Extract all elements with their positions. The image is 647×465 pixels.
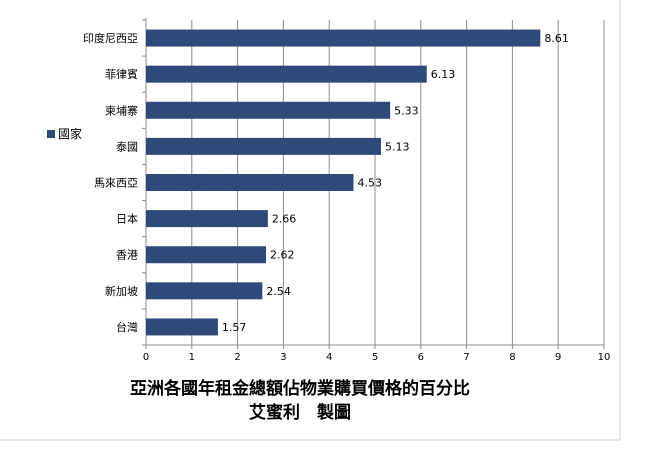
value-label: 5.13 — [385, 140, 410, 153]
legend-swatch — [47, 129, 55, 138]
x-tick-label: 6 — [418, 352, 424, 363]
x-tick-label: 5 — [372, 352, 378, 363]
value-label: 2.66 — [272, 213, 297, 226]
value-label: 4.53 — [357, 177, 382, 190]
legend-label: 國家 — [58, 127, 83, 141]
bar — [146, 29, 541, 47]
x-tick-label: 3 — [280, 352, 286, 363]
bar — [146, 65, 427, 83]
category-label: 台灣 — [116, 320, 138, 334]
category-label: 香港 — [116, 249, 138, 262]
category-label: 柬埔寨 — [105, 103, 138, 117]
x-tick-label: 9 — [555, 352, 561, 363]
legend: 國家 — [47, 125, 82, 142]
bars — [146, 29, 541, 336]
bar — [146, 101, 391, 119]
bar — [146, 318, 218, 336]
bar — [146, 137, 381, 155]
category-label: 菲律賓 — [105, 67, 138, 81]
category-label: 馬來西亞 — [94, 177, 138, 190]
chart-subtitle: 艾蜜利 製圖 — [249, 403, 351, 423]
value-label: 5.33 — [394, 104, 419, 117]
value-label: 2.54 — [266, 285, 291, 298]
value-label: 2.62 — [270, 249, 295, 262]
x-tick-label: 1 — [189, 352, 195, 363]
category-label: 新加坡 — [105, 284, 138, 298]
x-tick-label: 0 — [143, 352, 149, 363]
value-label: 8.61 — [544, 32, 569, 45]
value-label: 1.57 — [222, 321, 247, 334]
labels: 0 1 2 3 4 5 6 7 8 9 10 印度尼西亞 8.61 菲律賓 6.13 柬埔寨 5.33 泰國 5.1… — [83, 31, 610, 363]
bar — [146, 210, 268, 228]
x-tick-label: 8 — [509, 352, 515, 363]
chart-title-block: 亞洲各國年租金總額佔物業購買價格的百分比 艾蜜利 製圖 — [100, 377, 500, 425]
x-tick-label: 4 — [326, 352, 332, 363]
bar — [146, 246, 266, 264]
category-label: 泰國 — [116, 139, 138, 153]
category-label: 日本 — [116, 212, 138, 226]
x-tick-label: 10 — [598, 352, 611, 363]
x-tick-label: 2 — [234, 352, 240, 363]
chart-title: 亞洲各國年租金總額佔物業購買價格的百分比 — [130, 379, 470, 399]
bar — [146, 174, 354, 191]
bar — [146, 282, 263, 300]
x-tick-label: 7 — [463, 352, 469, 363]
value-label: 6.13 — [431, 68, 456, 81]
category-label: 印度尼西亞 — [83, 31, 138, 45]
